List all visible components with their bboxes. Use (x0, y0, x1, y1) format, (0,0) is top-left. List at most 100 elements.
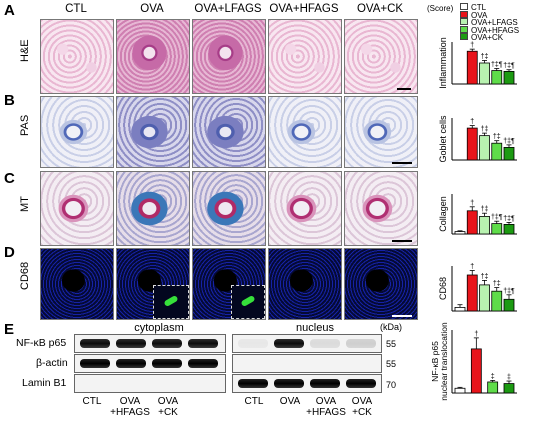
blot-row-label-p65: NF-κB p65 (16, 337, 67, 349)
y-axis-label: NF-κB p65 (430, 341, 440, 382)
significance-mark: †‡ (481, 206, 489, 213)
bar (491, 70, 503, 85)
y-axis-label: Collagen (438, 196, 448, 232)
bar (503, 383, 515, 394)
bar (479, 215, 490, 235)
micrograph-mt-ck (344, 171, 418, 246)
blot-header-nucleus: nucleus (296, 322, 334, 334)
significance-mark: †‡ (481, 273, 489, 280)
micrograph-cd68-ova (116, 248, 190, 320)
micrograph-mt-lfags (192, 171, 266, 246)
micrograph-cd68-hfags (268, 248, 342, 320)
micrograph-cd68-ck (344, 248, 418, 320)
micrograph-mt-ova (116, 171, 190, 246)
lane-label: OVA +CK (351, 396, 373, 418)
group-header-ck: OVA+CK (356, 3, 404, 15)
significance-mark: ‡ (491, 373, 495, 380)
blot-row-label-lamin: Lamin B1 (22, 377, 67, 389)
significance-mark: †‡¶ (503, 288, 515, 295)
group-header-ova: OVA (140, 3, 164, 15)
legend-swatch (460, 33, 468, 41)
bar (466, 50, 478, 85)
micrograph-cd68-ctl (40, 248, 114, 320)
micrograph-he-hfags (268, 19, 342, 94)
bar (466, 274, 478, 312)
group-header-lfags: OVA+LFAGS (194, 3, 262, 15)
micrograph-mt-hfags (268, 171, 342, 246)
legend-entry: OVA+HFAGS (460, 25, 520, 35)
significance-mark: † (470, 119, 474, 126)
significance-mark: †‡¶ (503, 215, 515, 222)
scale-bar-cd68 (392, 315, 412, 317)
lane-label: CTL (82, 396, 102, 407)
significance-mark: †‡¶ (491, 61, 503, 68)
legend-label: OVA+LFAGS (471, 18, 518, 28)
blot-band (310, 379, 340, 388)
blot-tick-actin: 55 (386, 359, 397, 369)
panel-letter-b: B (4, 92, 15, 109)
legend-label: OVA+CK (471, 33, 504, 43)
legend-swatch (460, 3, 468, 10)
significance-mark: †‡ (493, 134, 501, 141)
significance-mark: †‡ (493, 281, 501, 288)
bar (503, 146, 515, 161)
micrograph-he-ck (344, 19, 418, 94)
legend-label: CTL (471, 3, 487, 12)
blot-band (80, 339, 110, 348)
micrograph-he-ova (116, 19, 190, 94)
legend-swatch (460, 25, 468, 33)
micrograph-he-ctl (40, 19, 114, 94)
blot-strip (232, 374, 382, 393)
blot-band (238, 379, 268, 388)
lane-label: OVA (279, 396, 301, 407)
micrograph-cd68-lfags (192, 248, 266, 320)
bar (454, 231, 466, 235)
y-axis-label: CD68 (438, 277, 448, 300)
significance-mark: †‡ (481, 126, 489, 133)
blot-band (346, 339, 376, 348)
inset-zoom-ova (153, 285, 189, 319)
blot-band (188, 359, 218, 368)
blot-strip (232, 334, 382, 353)
legend-entry: OVA (460, 10, 487, 20)
blot-band (188, 339, 218, 348)
significance-mark: † (474, 331, 478, 338)
micrograph-pas-ova (116, 96, 190, 168)
score-label: (Score) (427, 4, 454, 13)
bar (491, 290, 503, 312)
legend-swatch (460, 18, 468, 26)
legend-entry: OVA+CK (460, 33, 503, 42)
bar (466, 127, 478, 161)
significance-mark: †‡¶ (503, 138, 515, 145)
blot-band (152, 339, 182, 348)
blot-band (274, 379, 304, 388)
lane-label: CTL (244, 396, 264, 407)
micrograph-mt-ctl (40, 171, 114, 246)
legend-label: OVA+HFAGS (471, 25, 520, 35)
lane-label: OVA +HFAGS (110, 396, 150, 418)
bar (503, 71, 515, 85)
legend-swatch (460, 10, 468, 18)
significance-mark: ‡ (507, 374, 511, 381)
blot-kda-label: (kDa) (380, 322, 402, 332)
micrograph-pas-ck (344, 96, 418, 168)
group-header-ctl: CTL (65, 3, 87, 15)
legend-entry: CTL (460, 3, 486, 12)
blot-band (346, 379, 376, 388)
bar (454, 387, 466, 394)
lane-label: OVA +HFAGS (306, 396, 346, 418)
lane-label: OVA +CK (157, 396, 179, 418)
scale-bar-he (397, 88, 411, 90)
bar (503, 298, 515, 312)
bar (487, 381, 499, 394)
blot-tick-lamin: 70 (386, 380, 397, 390)
blot-band (310, 339, 340, 348)
blot-row-label-actin: β-actin (36, 357, 68, 369)
micrograph-pas-ctl (40, 96, 114, 168)
bar (479, 135, 490, 161)
scale-bar-mt (392, 240, 412, 242)
micrograph-pas-lfags (192, 96, 266, 168)
panel-letter-a: A (4, 2, 15, 19)
blot-band (152, 359, 182, 368)
